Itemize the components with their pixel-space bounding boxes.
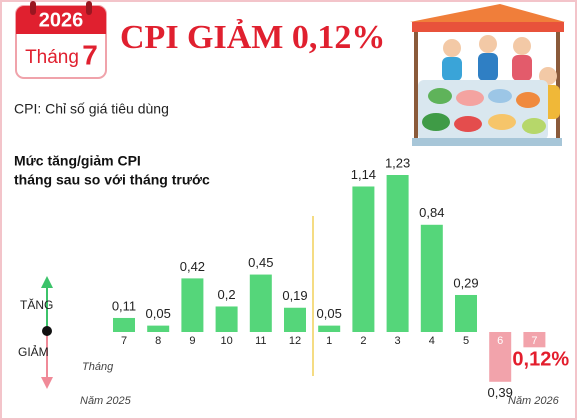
bar xyxy=(147,325,170,332)
value-label: 0,29 xyxy=(453,275,478,290)
bar xyxy=(318,325,341,332)
x-tick-label: 6 xyxy=(497,335,503,347)
value-label: 0,42 xyxy=(180,259,205,274)
main-title: CPI GIẢM 0,12% xyxy=(120,18,385,56)
x-tick-label: 3 xyxy=(395,335,401,347)
value-label: 0,45 xyxy=(248,255,273,270)
month: 7 xyxy=(82,39,98,70)
origin-dot xyxy=(42,326,52,336)
chart-title: Mức tăng/giảm CPI xyxy=(14,153,141,169)
year: 2026 xyxy=(39,9,84,31)
x-tick-label: 5 xyxy=(463,335,469,347)
month-word: Tháng xyxy=(25,47,79,68)
note: CPI: Chỉ số giá tiêu dùng xyxy=(14,101,169,117)
calendar-top xyxy=(16,24,106,34)
x-tick-label: 2 xyxy=(360,335,366,347)
up-arrow-head xyxy=(41,276,53,288)
bar xyxy=(455,294,477,332)
x-tick-label: 9 xyxy=(189,335,195,347)
chart-subtitle: tháng sau so với tháng trước xyxy=(14,172,210,188)
x-tick-label: 4 xyxy=(429,335,435,347)
value-label: 0,19 xyxy=(282,288,307,303)
down-label: GIẢM xyxy=(18,344,49,359)
x-label: Tháng xyxy=(82,361,114,373)
bar xyxy=(523,332,546,348)
market-illustration xyxy=(410,4,565,146)
bar xyxy=(489,332,512,382)
bar xyxy=(284,307,306,332)
bar xyxy=(181,278,204,332)
value-label: 0,12% xyxy=(512,348,569,370)
bar xyxy=(420,224,443,332)
x-tick-label: 10 xyxy=(220,335,232,347)
value-label: 0,84 xyxy=(419,205,444,220)
value-label: 0,39 xyxy=(488,385,513,400)
value-label: 1,14 xyxy=(351,167,376,182)
value-label: 0,05 xyxy=(146,306,171,321)
x-tick-label: 1 xyxy=(326,335,332,347)
bar xyxy=(215,306,238,332)
x-tick-label: 8 xyxy=(155,335,161,347)
down-arrow-head xyxy=(41,377,53,389)
calendar-ring xyxy=(30,1,36,15)
calendar-ring xyxy=(86,1,92,15)
x-tick-label: 11 xyxy=(255,335,266,347)
year-end: Năm 2026 xyxy=(508,395,560,407)
bar xyxy=(352,186,375,332)
x-tick-label: 12 xyxy=(289,335,301,347)
x-tick-label: 7 xyxy=(121,335,127,347)
value-label: 0,05 xyxy=(317,306,342,321)
x-tick-label: 7 xyxy=(531,335,537,347)
value-label: 0,2 xyxy=(218,287,236,302)
up-label: TĂNG xyxy=(20,297,53,312)
value-label: 1,23 xyxy=(385,155,410,170)
bar xyxy=(386,175,409,332)
year-start: Năm 2025 xyxy=(80,395,132,407)
bar xyxy=(249,274,272,332)
value-label: 0,11 xyxy=(112,298,136,313)
bar xyxy=(113,317,135,332)
